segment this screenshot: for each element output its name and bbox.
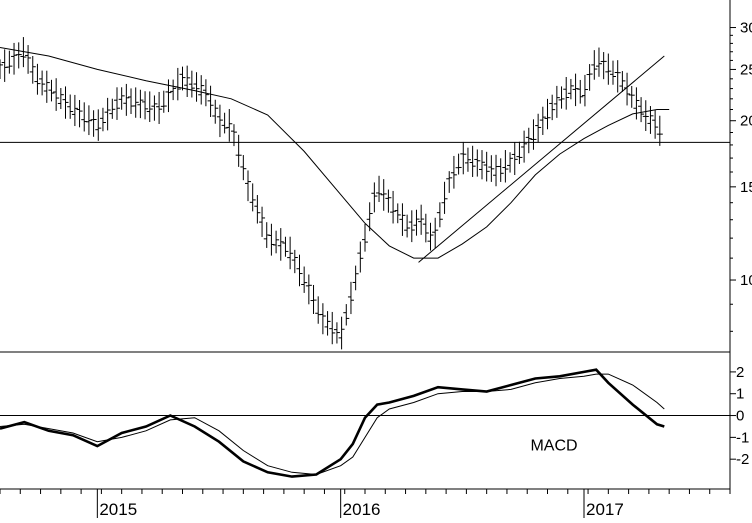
- macd-tick-label: -1: [736, 429, 749, 446]
- time-axis: 2015 2016 2017: [0, 488, 731, 519]
- macd-signal-line: [0, 373, 665, 476]
- price-tick-label: 10: [740, 272, 752, 289]
- macd-tick-label: 2: [736, 364, 744, 381]
- price-tick-label: 25: [740, 61, 752, 78]
- macd-tick-label: 1: [736, 386, 744, 403]
- macd-tick-label: 0: [736, 408, 744, 425]
- macd-label: MACD: [530, 437, 577, 454]
- price-panel: 10 15 20 25 30: [0, 20, 752, 350]
- macd-line: [0, 368, 665, 478]
- year-label: 2017: [586, 500, 624, 518]
- macd-panel: 2 1 0 -1 -2 MACD: [0, 364, 749, 478]
- moving-average-line: [0, 47, 670, 259]
- price-tick-label: 30: [740, 20, 752, 37]
- price-tick-label: 15: [740, 179, 752, 196]
- year-label: 2016: [343, 500, 381, 518]
- price-tick-label: 20: [740, 113, 752, 130]
- year-label: 2015: [99, 500, 137, 518]
- macd-tick-label: -2: [736, 451, 749, 468]
- trendline: [418, 55, 665, 263]
